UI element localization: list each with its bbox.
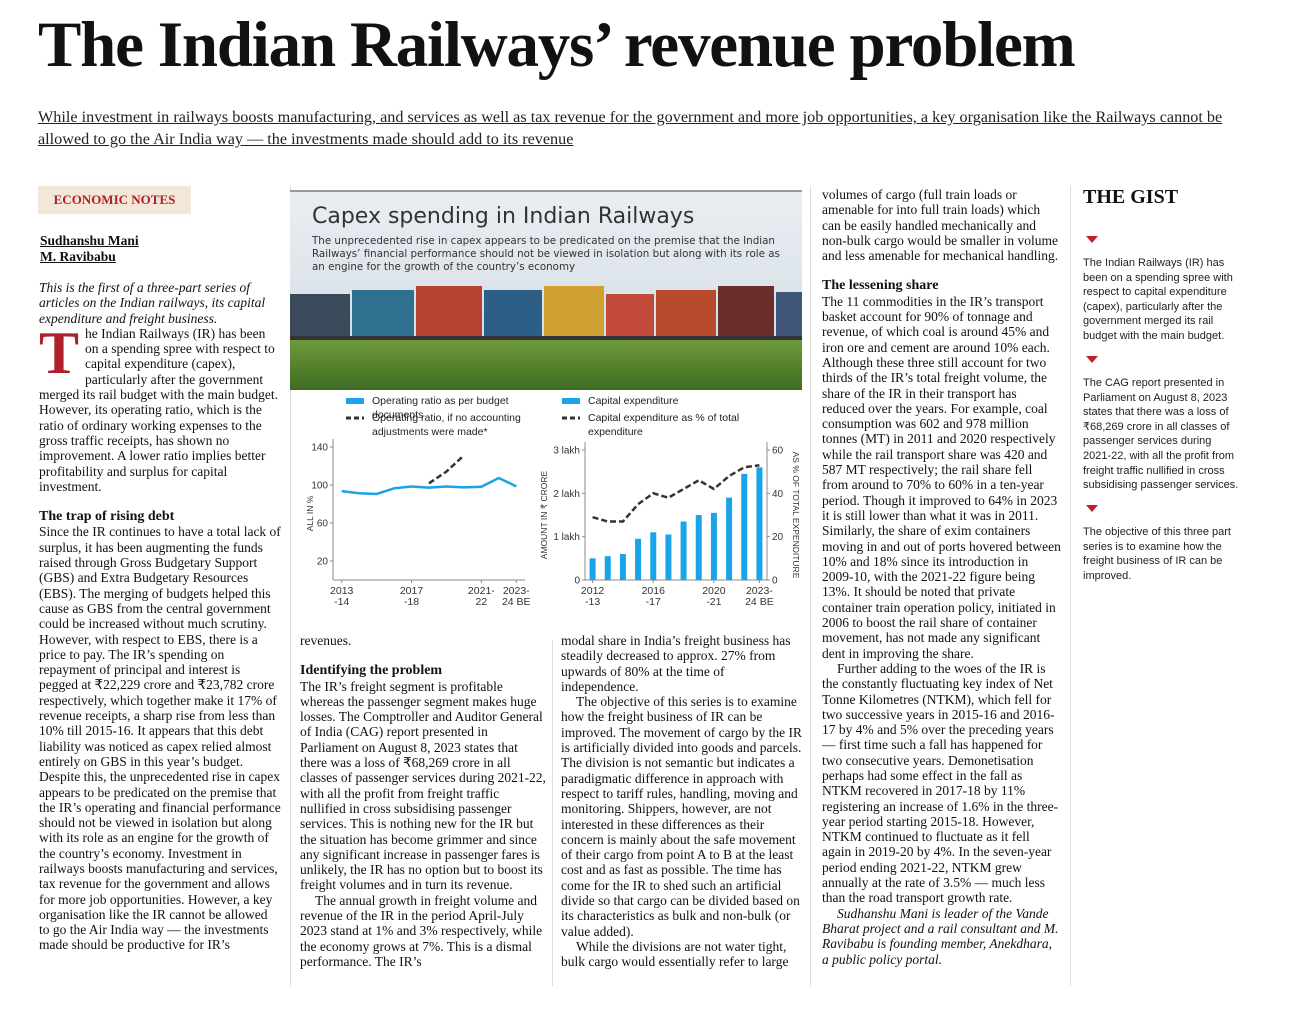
paragraph: Further adding to the woes of the IR is … — [822, 660, 1059, 906]
bar — [604, 556, 611, 580]
bar — [741, 473, 748, 580]
y-tick-label: 0 — [574, 576, 580, 587]
chart-panel: Capex spending in Indian Railways 20 60 10… — [290, 190, 802, 630]
column: volumes of cargo (full train loads or am… — [822, 187, 1062, 967]
y-tick-label: 3 lakh — [553, 446, 580, 457]
y2-tick-label: 20 — [772, 532, 784, 543]
line — [592, 463, 760, 523]
bar — [619, 554, 626, 580]
y-tick-label: 2 lakh — [553, 489, 580, 500]
legend-swatch — [346, 398, 364, 404]
section-tag: ECONOMIC NOTES — [38, 186, 191, 214]
line — [428, 454, 465, 485]
italic-paragraph: This is the first of a three-part series… — [39, 280, 266, 326]
bullet-marker — [1086, 236, 1098, 243]
y2-tick-label: 60 — [772, 446, 784, 457]
column-rule — [552, 640, 553, 986]
bar — [710, 512, 717, 580]
column-rule — [1070, 186, 1071, 986]
y2-axis-label: AS % OF TOTAL EXPENDITURE — [791, 452, 801, 579]
gist-item: The CAG report presented in Parliament o… — [1083, 377, 1239, 492]
subheading: The lessening share — [822, 278, 939, 294]
legend-label: Capital expenditure as % of total expend… — [588, 412, 740, 438]
paragraph: volumes of cargo (full train loads or am… — [822, 187, 1059, 264]
authors: Sudhanshu Mani M. Ravibabu — [40, 233, 139, 265]
y-tick-label: 140 — [311, 443, 328, 454]
legend-label: Operating ratio as per budget documents — [372, 395, 509, 421]
y-tick-label: 60 — [317, 519, 329, 530]
chart-subtitle: The unprecedented rise in capex appears … — [312, 235, 780, 273]
column: modal share in India’s freight business … — [561, 633, 803, 970]
y-tick-label: 1 lakh — [553, 532, 580, 543]
standfirst-text: While investment in railways boosts manu… — [38, 108, 1223, 148]
bar — [650, 532, 657, 580]
x-tick-label: 2021- 22 — [467, 585, 495, 608]
chart: Capex spending in Indian Railways 20 60 10… — [290, 190, 802, 587]
y2-tick-label: 40 — [772, 489, 784, 500]
x-tick-label: 2013 -14 — [330, 585, 354, 608]
column-rule — [810, 186, 811, 986]
y-axis-label: AMOUNT IN ₹ CRORE — [539, 470, 549, 559]
bar — [756, 467, 763, 580]
x-tick-label: 2016 -17 — [641, 585, 665, 608]
legend-label: Operating ratio, if no accounting adjust… — [372, 412, 521, 438]
column-rule — [290, 186, 291, 986]
bar — [680, 521, 687, 580]
top-rule — [290, 190, 802, 192]
legend-label: Capital expenditure — [588, 395, 679, 407]
paragraph: Since the IR continues to have a total l… — [39, 524, 281, 953]
bar — [635, 538, 642, 580]
chart-title: Capex spending in Indian Railways — [312, 204, 694, 229]
subheading: Identifying the problem — [300, 663, 443, 679]
paragraph: The annual growth in freight volume and … — [300, 892, 543, 969]
bullet-marker — [1086, 505, 1098, 512]
standfirst: While investment in railways boosts manu… — [38, 106, 1238, 150]
photo-train — [290, 286, 802, 342]
bullet-marker — [1086, 356, 1098, 363]
y-tick-label: 20 — [317, 557, 329, 568]
headline: The Indian Railways’ revenue problem — [38, 9, 1076, 81]
author: Sudhanshu Mani — [40, 233, 139, 248]
line — [341, 476, 517, 496]
y-axis-label: ALL IN % — [305, 495, 315, 531]
bar — [589, 558, 596, 580]
legend-swatch — [562, 398, 580, 404]
author: M. Ravibabu — [40, 249, 116, 264]
gist-item: The Indian Railways (IR) has been on a s… — [1083, 257, 1233, 342]
y2-tick-label: 0 — [772, 576, 778, 587]
paragraph: The IR’s freight segment is profitable w… — [300, 678, 546, 893]
gist-title: THE GIST — [1083, 186, 1179, 208]
paragraph: The objective of this series is to exami… — [561, 694, 802, 939]
italic-paragraph: Sudhanshu Mani is leader of the Vande Bh… — [822, 905, 1059, 967]
paragraph: While the divisions are not water tight,… — [561, 938, 789, 970]
paragraph: The 11 commodities in the IR’s transport… — [822, 293, 1061, 661]
x-tick-label: 2017 -18 — [399, 585, 424, 608]
photo-grass — [290, 340, 802, 390]
x-tick-label: 2023- 24 BE — [501, 585, 531, 608]
drop-cap: T — [39, 319, 80, 386]
x-tick-label: 2012 -13 — [580, 585, 605, 608]
column: This is the first of a three-part series… — [39, 280, 281, 953]
bar — [695, 515, 702, 580]
gist-item: The objective of this three part series … — [1083, 526, 1231, 582]
column: revenues. Identifying the problem The IR’s… — [300, 633, 546, 969]
paragraph: modal share in India’s freight business … — [561, 633, 791, 694]
subheading: The trap of rising debt — [39, 509, 175, 525]
y-tick-label: 100 — [311, 481, 328, 492]
paragraph-text: he Indian Railways (IR) has been on a sp… — [39, 325, 278, 494]
bar — [726, 497, 733, 580]
x-tick-label: 2023- 24 BE — [745, 585, 774, 608]
x-tick-label: 2020 -21 — [702, 585, 726, 608]
bar — [665, 534, 672, 580]
paragraph: revenues. — [300, 633, 352, 648]
